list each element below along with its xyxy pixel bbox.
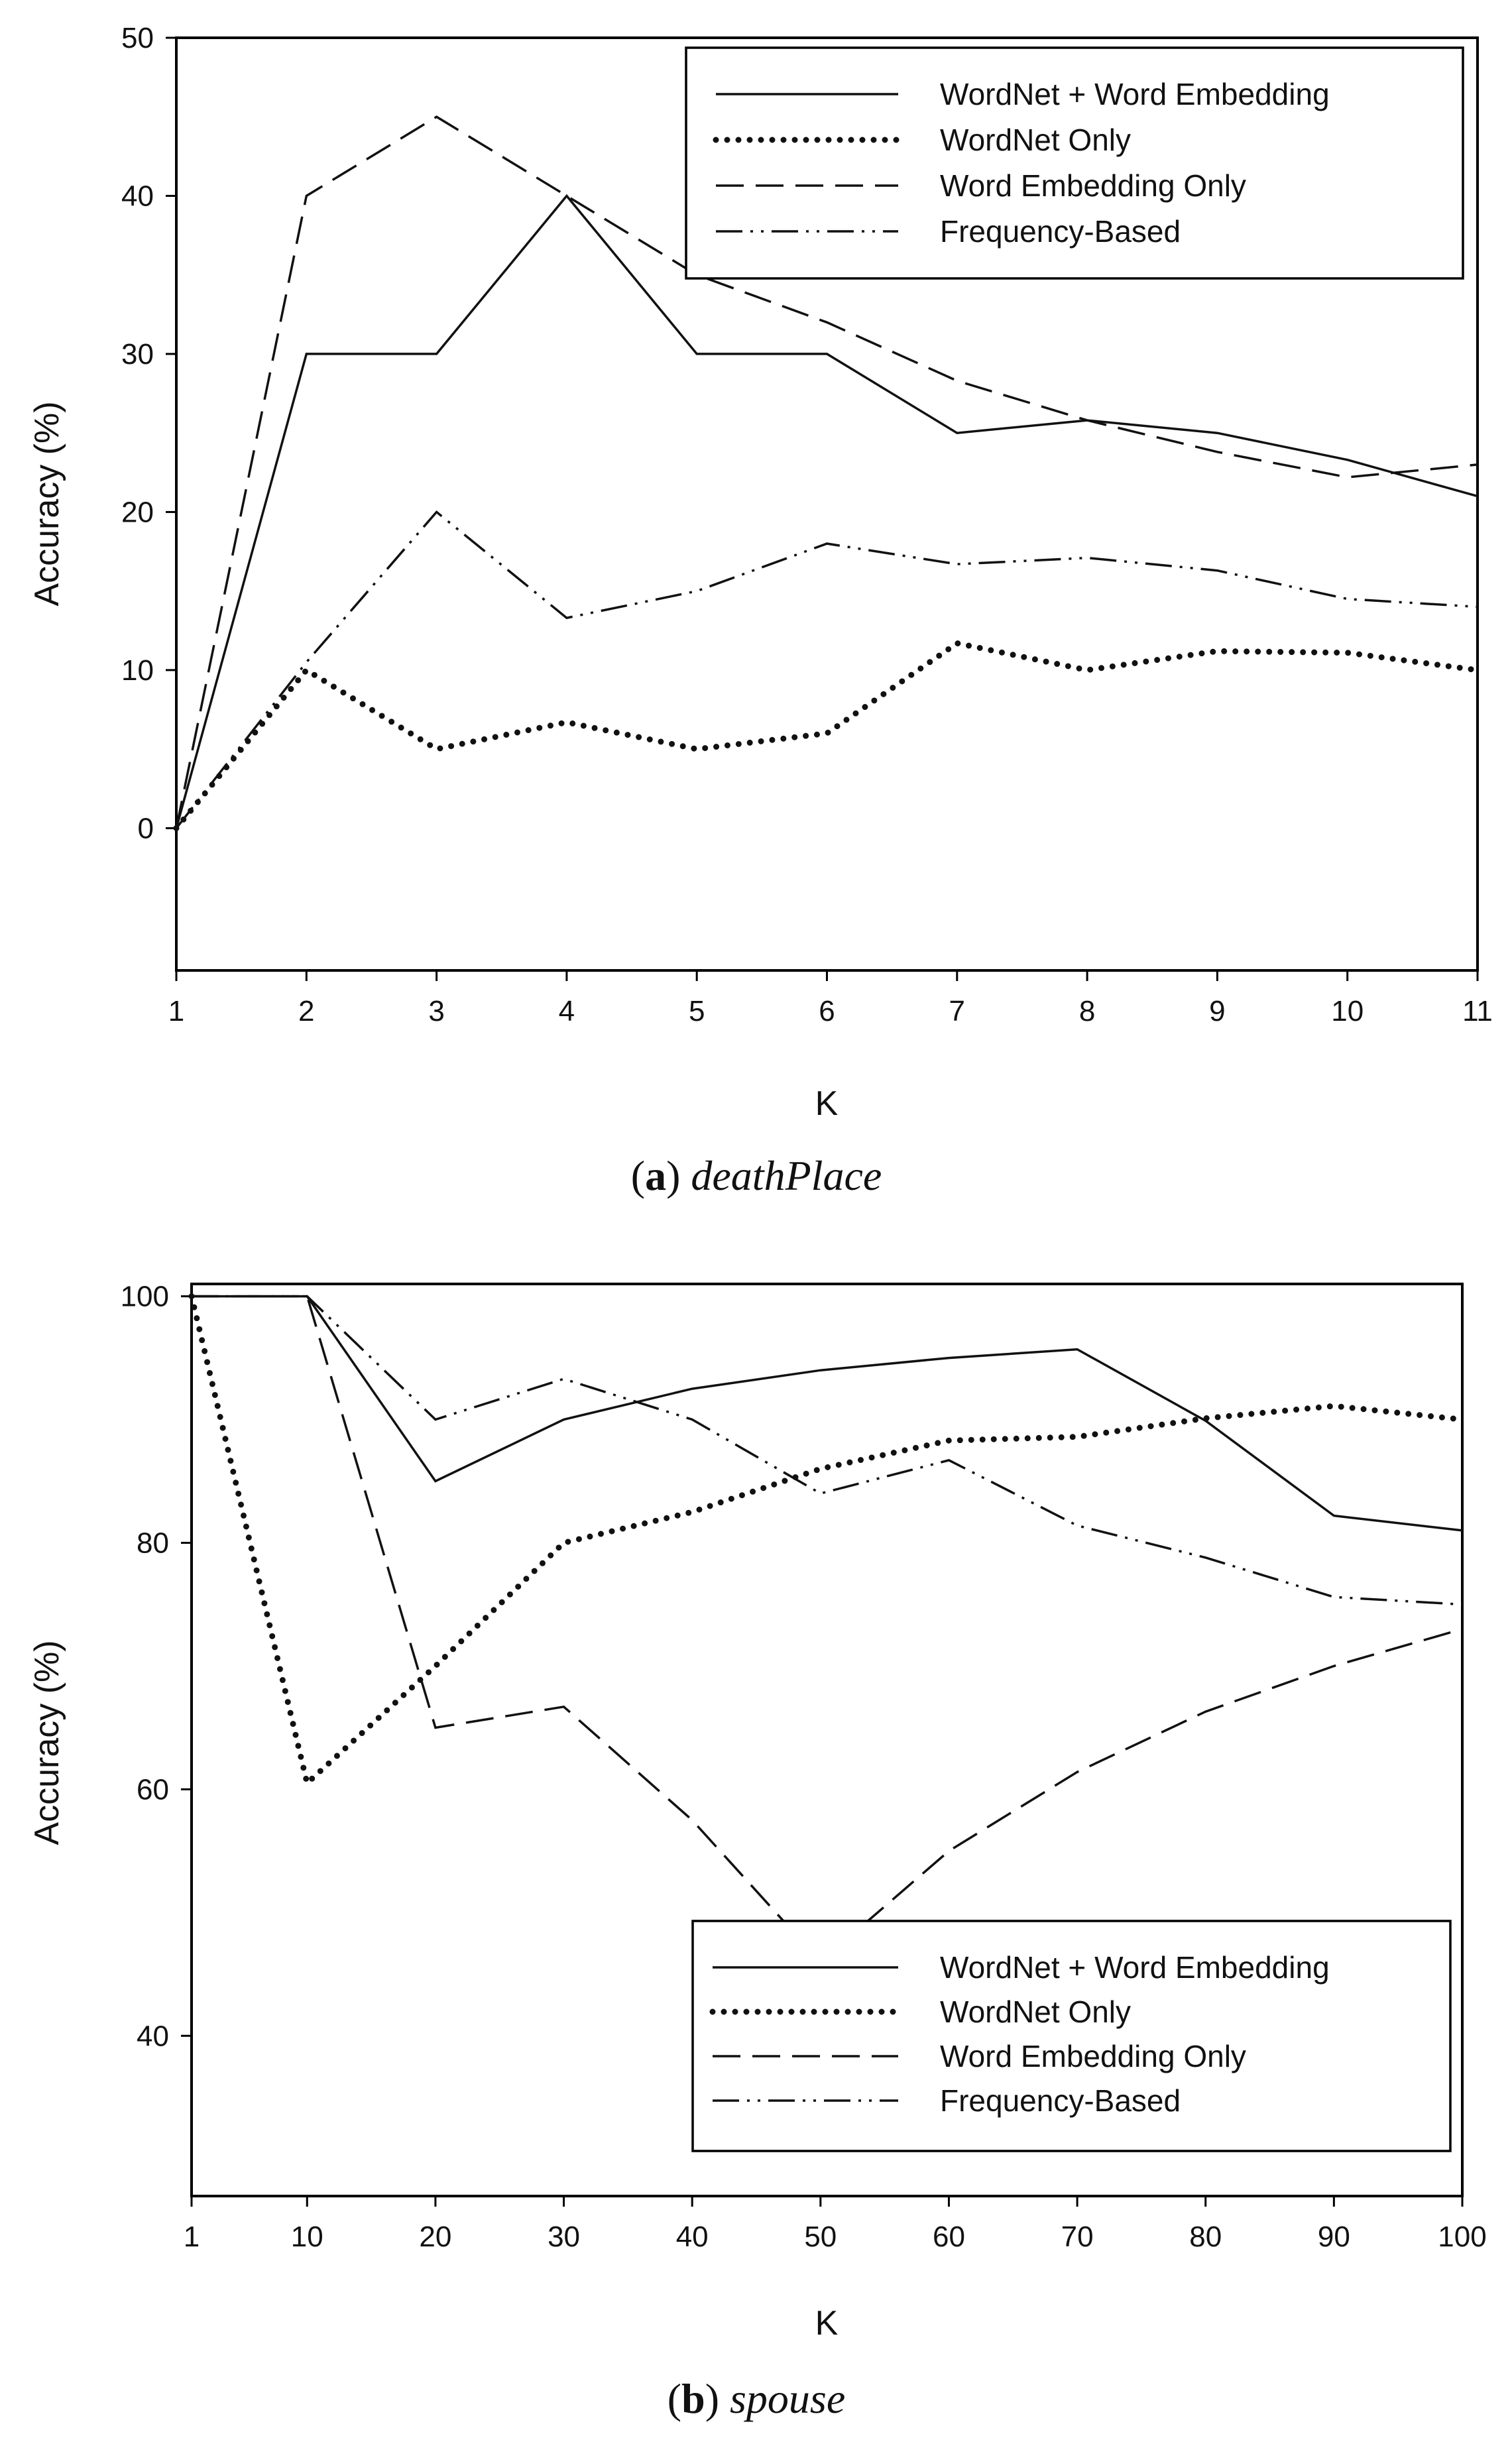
legend-label: Word Embedding Only xyxy=(940,168,1246,203)
legend: WordNet + Word Embedding WordNet Only Word… xyxy=(691,1920,1452,2152)
x-tick-label: 20 xyxy=(419,2221,451,2253)
x-tick-label: 100 xyxy=(1438,2221,1486,2253)
legend-label: WordNet Only xyxy=(940,1995,1131,2029)
caption-letter: a xyxy=(645,1152,666,1199)
x-tick-label: 9 xyxy=(1209,995,1225,1027)
y-tick-label: 40 xyxy=(121,180,154,212)
plot-frame xyxy=(190,1283,1464,2197)
x-axis-title: K xyxy=(815,2304,839,2343)
caption-title: spouse xyxy=(730,2375,845,2422)
y-tick-label: 20 xyxy=(121,496,154,528)
y-tick-label: 50 xyxy=(121,22,154,54)
x-tick-label: 4 xyxy=(559,995,575,1027)
x-tick-label: 90 xyxy=(1318,2221,1350,2253)
y-axis-title: Accuracy (%) xyxy=(28,1640,66,1845)
x-tick-label: 80 xyxy=(1189,2221,1222,2253)
y-tick-label: 60 xyxy=(137,1773,169,1806)
caption-title: deathPlace xyxy=(691,1152,882,1199)
legend-label: Frequency-Based xyxy=(940,214,1181,249)
legend-label: WordNet + Word Embedding xyxy=(940,1950,1330,1985)
series-line-dashed xyxy=(175,115,1478,829)
x-tick-label: 3 xyxy=(428,995,444,1027)
x-axis-title: K xyxy=(815,1084,839,1123)
x-tick-label: 50 xyxy=(804,2221,837,2253)
x-tick-label: 7 xyxy=(949,995,965,1027)
x-tick-label: 2 xyxy=(298,995,314,1027)
y-tick-label: 0 xyxy=(138,812,154,844)
y-tick-label: 40 xyxy=(137,2020,169,2052)
legend-box xyxy=(685,46,1464,280)
axis-ticks: 0 10 20 30 40 50 1 2 3 4 5 6 7 8 9 10 11 xyxy=(121,22,1493,1027)
x-tick-label: 70 xyxy=(1061,2221,1094,2253)
series-line-dotted xyxy=(173,640,1481,831)
y-tick-label: 10 xyxy=(121,654,154,687)
chart-panel-spouse: 40 60 80 100 1 10 20 30 40 50 60 70 80 90 100 Accuracy… xyxy=(28,1281,1487,2422)
x-tick-label: 5 xyxy=(689,995,705,1027)
series-line-solid xyxy=(175,194,1478,829)
caption-letter: b xyxy=(681,2375,705,2422)
y-tick-label: 30 xyxy=(121,338,154,371)
figure-caption: (b) spouse xyxy=(668,2375,845,2422)
x-tick-label: 6 xyxy=(819,995,835,1027)
legend-label: WordNet Only xyxy=(940,123,1131,157)
y-tick-label: 80 xyxy=(137,1527,169,1559)
y-axis-title: Accuracy (%) xyxy=(28,401,66,606)
x-tick-label: 11 xyxy=(1462,995,1493,1027)
x-tick-label: 40 xyxy=(676,2221,709,2253)
figure-caption: (a) deathPlace xyxy=(631,1152,882,1199)
x-tick-label: 60 xyxy=(933,2221,965,2253)
series-line-solid xyxy=(192,1295,1463,1532)
series-line-dashdotdot xyxy=(175,510,1478,829)
y-tick-label: 100 xyxy=(121,1281,169,1313)
x-tick-label: 1 xyxy=(184,2221,200,2253)
legend-label: Frequency-Based xyxy=(940,2083,1181,2118)
legend: WordNet + Word Embedding WordNet Only Word… xyxy=(685,46,1464,280)
x-tick-label: 8 xyxy=(1079,995,1095,1027)
x-tick-label: 10 xyxy=(291,2221,323,2253)
legend-label: Word Embedding Only xyxy=(940,2039,1246,2073)
x-tick-label: 10 xyxy=(1331,995,1364,1027)
x-tick-label: 30 xyxy=(548,2221,580,2253)
x-tick-label: 1 xyxy=(168,995,184,1027)
series-lines xyxy=(173,115,1481,831)
series-line-dashdotdot xyxy=(192,1295,1463,1606)
legend-box xyxy=(691,1920,1452,2152)
axis-ticks: 40 60 80 100 1 10 20 30 40 50 60 70 80 90 100 xyxy=(121,1281,1487,2253)
legend-label: WordNet + Word Embedding xyxy=(940,77,1330,111)
